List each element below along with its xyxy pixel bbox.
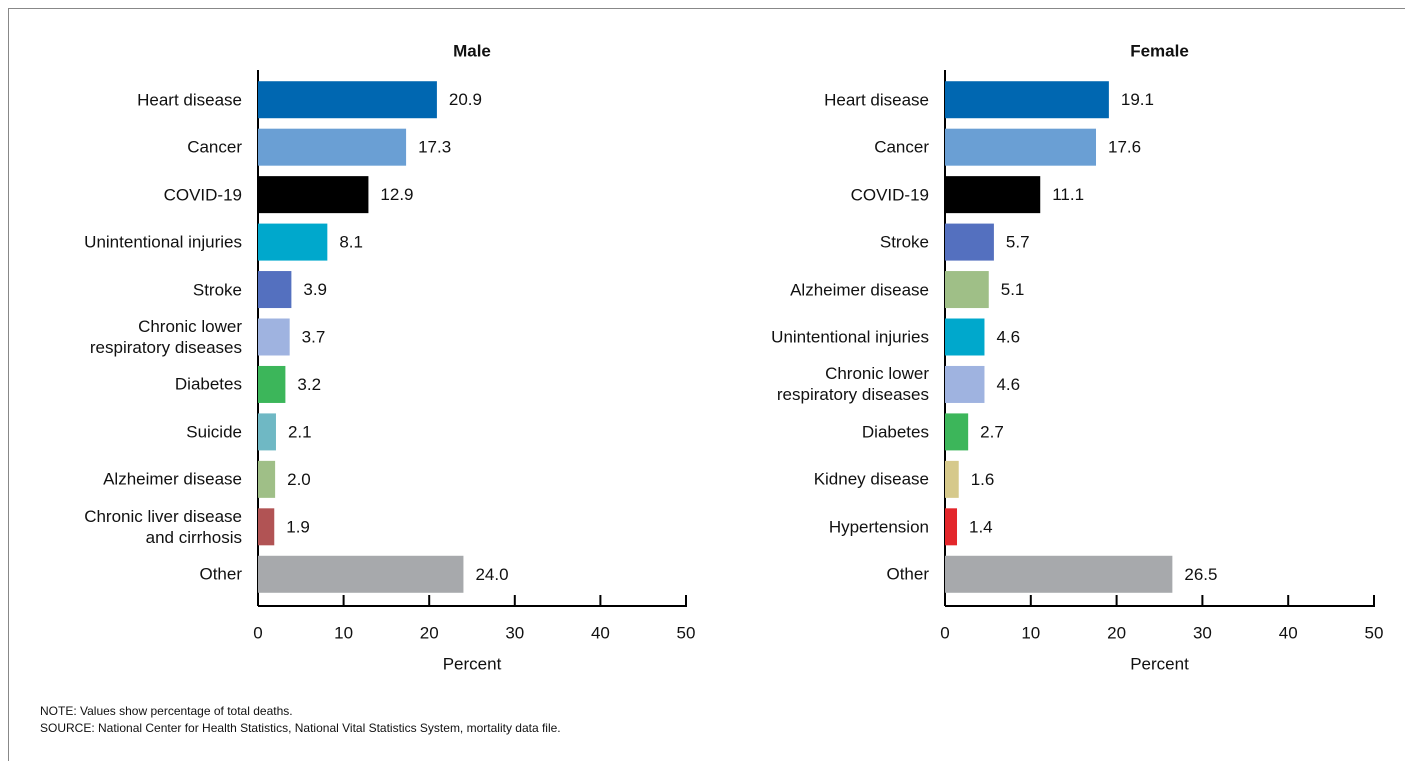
value-label: 24.0 bbox=[475, 565, 508, 584]
frame bbox=[8, 8, 1405, 761]
value-label: 1.4 bbox=[969, 517, 993, 536]
bar bbox=[258, 555, 464, 593]
category-label: Chronic liver disease and cirrhosis bbox=[84, 506, 242, 547]
value-label: 17.3 bbox=[418, 138, 451, 157]
category-label: COVID-19 bbox=[850, 185, 929, 205]
x-tick-label: 10 bbox=[1021, 623, 1040, 642]
category-label: Suicide bbox=[186, 422, 242, 442]
value-label: 11.1 bbox=[1052, 185, 1084, 204]
x-tick-label: 0 bbox=[940, 623, 949, 642]
category-label: Other bbox=[199, 564, 242, 584]
category-label: Heart disease bbox=[137, 90, 242, 110]
value-label: 4.6 bbox=[996, 375, 1020, 394]
bar bbox=[945, 508, 958, 546]
value-label: 4.6 bbox=[996, 327, 1020, 346]
category-label: Chronic lower respiratory diseases bbox=[776, 364, 929, 405]
panel-title: Female bbox=[1130, 41, 1189, 60]
bar bbox=[258, 81, 437, 119]
bar bbox=[258, 128, 407, 166]
bar bbox=[258, 460, 276, 498]
category-label: Hypertension bbox=[828, 517, 929, 537]
category-label: Alzheimer disease bbox=[103, 469, 242, 489]
bar bbox=[945, 81, 1109, 119]
category-label: Stroke bbox=[192, 280, 242, 300]
x-tick-label: 40 bbox=[591, 623, 610, 642]
x-tick-label: 20 bbox=[1107, 623, 1126, 642]
bar bbox=[945, 176, 1041, 214]
panel-title: Male bbox=[453, 41, 491, 60]
bar bbox=[258, 176, 369, 214]
bar bbox=[258, 223, 328, 261]
x-tick-label: 10 bbox=[334, 623, 353, 642]
value-label: 2.1 bbox=[288, 422, 312, 441]
value-label: 17.6 bbox=[1108, 138, 1141, 157]
category-label: Unintentional injuries bbox=[771, 327, 929, 347]
bar bbox=[258, 271, 292, 309]
bar bbox=[258, 318, 290, 356]
x-axis-label: Percent bbox=[1130, 654, 1189, 673]
value-label: 12.9 bbox=[380, 185, 413, 204]
x-tick-label: 50 bbox=[677, 623, 696, 642]
x-tick-label: 50 bbox=[1365, 623, 1384, 642]
value-label: 2.0 bbox=[287, 470, 311, 489]
value-label: 3.2 bbox=[297, 375, 321, 394]
x-tick-label: 20 bbox=[420, 623, 439, 642]
bar bbox=[258, 413, 276, 451]
source: SOURCE: National Center for Health Stati… bbox=[40, 721, 561, 735]
category-label: Alzheimer disease bbox=[790, 280, 929, 300]
note: NOTE: Values show percentage of total de… bbox=[40, 704, 293, 718]
category-label: Unintentional injuries bbox=[84, 232, 242, 252]
x-axis-label: Percent bbox=[443, 654, 502, 673]
category-label: Diabetes bbox=[174, 374, 242, 394]
x-tick-label: 0 bbox=[253, 623, 262, 642]
value-label: 8.1 bbox=[339, 233, 363, 252]
category-label: Cancer bbox=[874, 137, 929, 157]
bar bbox=[945, 271, 989, 309]
bar bbox=[258, 365, 286, 403]
value-label: 19.1 bbox=[1121, 90, 1154, 109]
value-label: 3.9 bbox=[303, 280, 327, 299]
value-label: 3.7 bbox=[302, 327, 326, 346]
value-label: 1.6 bbox=[971, 470, 995, 489]
value-label: 5.1 bbox=[1001, 280, 1025, 299]
category-label: Kidney disease bbox=[813, 469, 929, 489]
bar bbox=[945, 318, 985, 356]
value-label: 1.9 bbox=[286, 517, 310, 536]
category-label: Cancer bbox=[187, 137, 242, 157]
bar bbox=[945, 223, 994, 261]
x-tick-label: 30 bbox=[1193, 623, 1212, 642]
value-label: 5.7 bbox=[1006, 233, 1030, 252]
value-label: 26.5 bbox=[1184, 565, 1217, 584]
category-label: COVID-19 bbox=[163, 185, 242, 205]
value-label: 20.9 bbox=[449, 90, 482, 109]
x-tick-label: 40 bbox=[1279, 623, 1298, 642]
category-label: Stroke bbox=[879, 232, 929, 252]
x-tick-label: 30 bbox=[505, 623, 524, 642]
category-label: Other bbox=[886, 564, 929, 584]
bar bbox=[945, 460, 959, 498]
bar bbox=[945, 128, 1097, 166]
bar bbox=[945, 555, 1173, 593]
bar bbox=[258, 508, 275, 546]
category-label: Diabetes bbox=[861, 422, 929, 442]
category-label: Chronic lower respiratory diseases bbox=[89, 317, 242, 357]
category-label: Heart disease bbox=[824, 90, 929, 110]
value-label: 2.7 bbox=[980, 422, 1004, 441]
bar bbox=[945, 365, 985, 403]
bar bbox=[945, 413, 969, 451]
